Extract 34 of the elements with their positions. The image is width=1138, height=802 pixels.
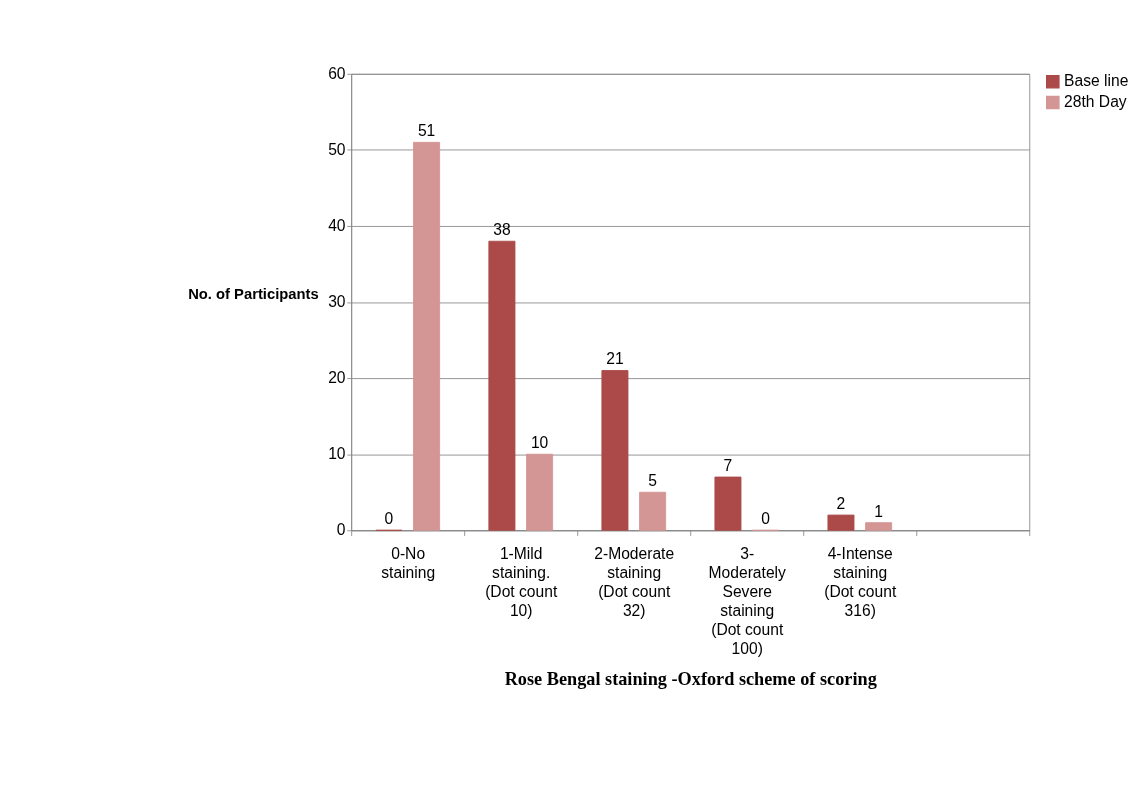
y-tick-label: 40 [328, 216, 346, 234]
y-tick-label: 0 [336, 521, 346, 539]
data-label: 21 [606, 350, 624, 368]
bar [601, 370, 629, 531]
data-label: 0 [384, 510, 394, 528]
bar [526, 453, 554, 531]
data-label: 0 [761, 510, 771, 528]
data-label: 7 [723, 456, 733, 474]
y-axis-title: No. of Participants [188, 285, 319, 302]
bar [827, 514, 855, 531]
bar [865, 522, 893, 531]
y-tick-label: 60 [328, 64, 346, 82]
y-tick-label: 50 [328, 140, 346, 158]
legend-label: 28th Day [1064, 92, 1127, 110]
y-tick-label: 10 [328, 445, 346, 462]
bar [488, 240, 516, 531]
data-label: 38 [493, 221, 511, 239]
x-tick-label: 4-Intense staining (Dot count 316) [824, 544, 897, 619]
bar [639, 491, 667, 531]
y-tick-label: 20 [328, 368, 346, 386]
data-label: 1 [874, 502, 883, 520]
legend-label: Base line [1064, 72, 1129, 90]
bar [714, 476, 742, 531]
x-tick-label: 0-No staining [381, 544, 436, 581]
data-label: 5 [648, 472, 658, 490]
y-tick-label: 30 [328, 292, 346, 310]
x-tick-label: 1-Mild staining. (Dot count 10) [485, 544, 558, 619]
data-label: 2 [836, 494, 846, 512]
bar [413, 141, 441, 531]
x-tick-label: 3-Moderately Severe staining (Dot count 100) [708, 544, 787, 658]
data-label: 10 [530, 434, 549, 452]
data-label: 51 [417, 122, 436, 140]
x-axis-title: Rose Bengal staining -Oxford scheme of scoring [504, 668, 877, 689]
x-tick-label: 2-Moderate staining (Dot count 32) [594, 544, 675, 619]
